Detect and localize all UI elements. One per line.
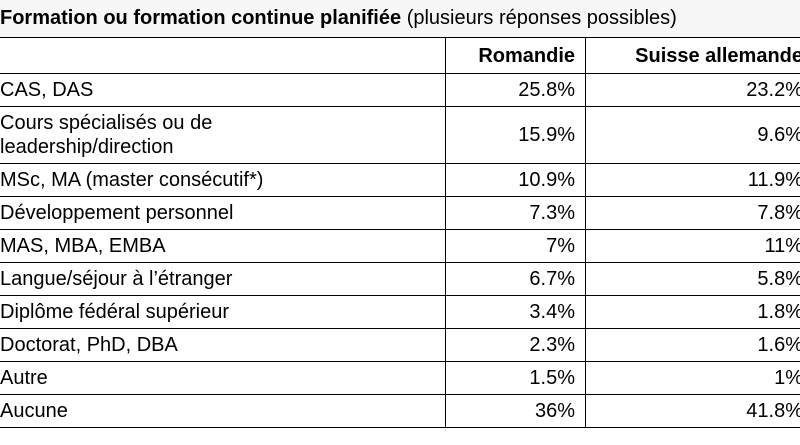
value-cell: 1.8% [584,295,800,329]
value-cell: 23.2% [584,73,800,107]
row-label-cell: Autre [0,361,446,395]
column-header: Romandie [445,37,586,74]
title-bold: Formation ou formation continue planifié… [0,7,402,29]
value-cell: 5.8% [584,262,800,296]
row-label: Langue/séjour à l’étranger [0,268,233,290]
row-label-cell: CAS, DAS [0,73,446,107]
column-header: Suisse allemande [584,37,800,74]
table-row: Autre 1.5%1% [0,361,800,395]
table-row: Aucune 36% 41.8% [0,394,800,428]
row-label: MAS, MBA, EMBA [0,235,166,257]
row-label: Doctorat, PhD, DBA [0,334,178,356]
row-label-cell: Développement personnel [0,196,446,230]
value-cell: 1.6% [584,328,800,362]
value-cell: 25.8% [445,73,586,107]
table-row: CAS, DAS 25.8% 23.2% [0,73,800,107]
title-cell: Formation ou formation continue planifié… [0,0,800,38]
table-row: MAS, MBA, EMBA 7% 11% [0,229,800,263]
value-cell: 9.6% [584,106,800,164]
row-label: CAS, DAS [0,79,94,101]
value-cell: 7.3% [445,196,586,230]
value-cell: 1% [584,361,800,395]
table-row: Doctorat, PhD, DBA 2.3% 1.6% [0,328,800,362]
value-cell: 2.3% [445,328,586,362]
header-empty [0,37,446,74]
table-row: MSc, MA (master consécutif*) 10.9% 11.9% [0,163,800,197]
row-label-cell: Cours spécialisés ou de leadership/direc… [0,106,446,164]
value-cell: 3.4% [445,295,586,329]
row-label-cell: MSc, MA (master consécutif*) [0,163,446,197]
row-label: Développement personnel [0,202,234,224]
value-cell: 7% [445,229,586,263]
row-label: MSc, MA (master consécutif*) [0,169,264,191]
row-label: Aucune [0,400,68,422]
header-row: Romandie Suisse allemande [0,37,800,74]
table: Formation ou formation continue planifié… [0,0,800,428]
row-label-cell: Aucune [0,394,446,428]
row-label-cell: Diplôme fédéral supérieur [0,295,446,329]
value-cell: 36% [445,394,586,428]
value-cell: 41.8% [584,394,800,428]
value-cell: 11% [584,229,800,263]
row-label: Cours spécialisés ou de leadership/direc… [0,112,213,158]
title-row: Formation ou formation continue planifié… [0,0,800,38]
table-wrap: Formation ou formation continue planifié… [0,0,800,428]
row-label-cell: Doctorat, PhD, DBA [0,328,446,362]
value-cell: 6.7% [445,262,586,296]
table-row: Cours spécialisés ou de leadership/direc… [0,106,800,164]
row-label: Diplôme fédéral supérieur [0,301,230,323]
table-row: Diplôme fédéral supérieur 3.4% 1.8% [0,295,800,329]
value-cell: 11.9% [584,163,800,197]
table-row: Développement personnel 7.3% 7.8% [0,196,800,230]
title-note: (plusieurs réponses possibles) [406,7,677,29]
value-cell: 7.8% [584,196,800,230]
value-cell: 15.9% [445,106,586,164]
row-label-cell: MAS, MBA, EMBA [0,229,446,263]
row-label-cell: Langue/séjour à l’étranger [0,262,446,296]
table-row: Langue/séjour à l’étranger 6.7% 5.8% [0,262,800,296]
value-cell: 1.5% [445,361,586,395]
value-cell: 10.9% [445,163,586,197]
row-label: Autre [0,367,48,389]
